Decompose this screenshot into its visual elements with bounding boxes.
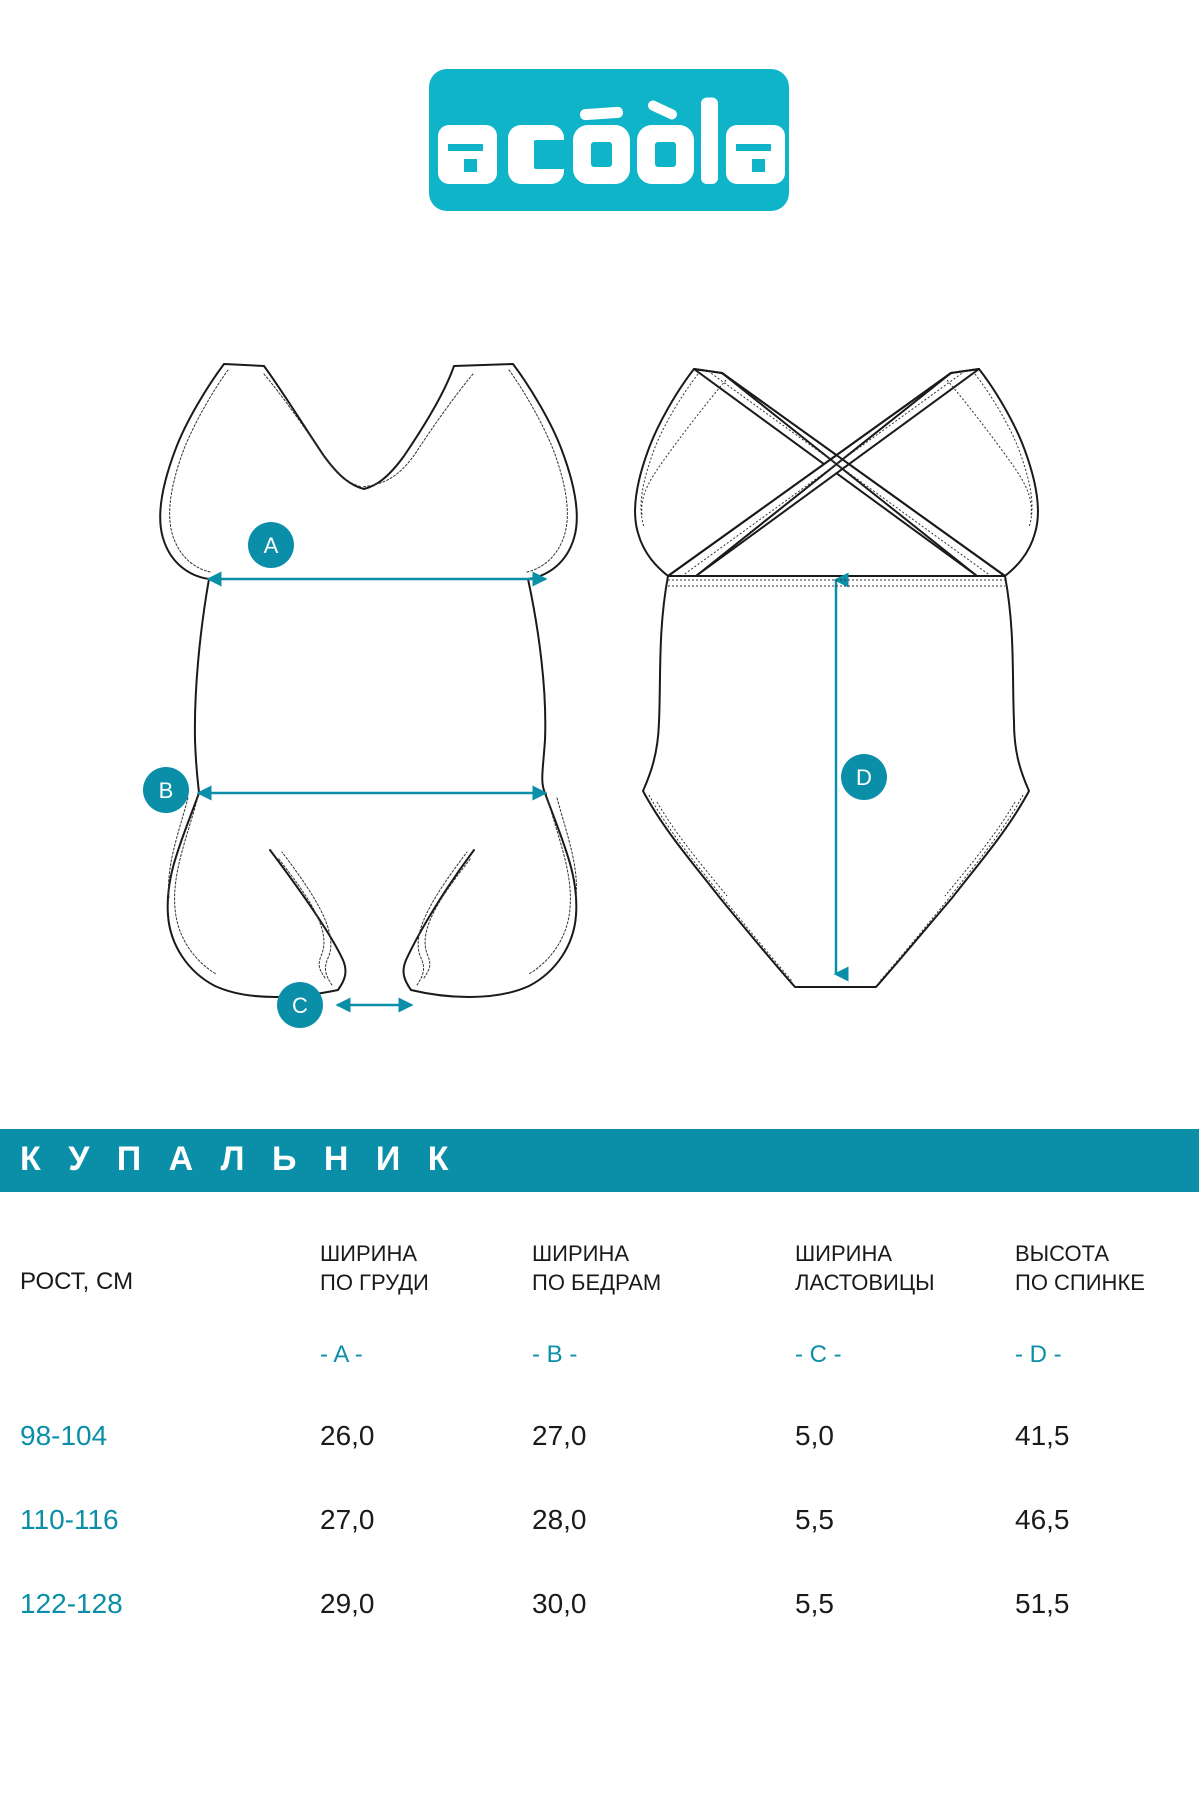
svg-text:D: D: [856, 765, 872, 790]
svg-text:A: A: [264, 533, 279, 558]
svg-text:C: C: [292, 993, 308, 1018]
svg-text:B: B: [159, 778, 174, 803]
